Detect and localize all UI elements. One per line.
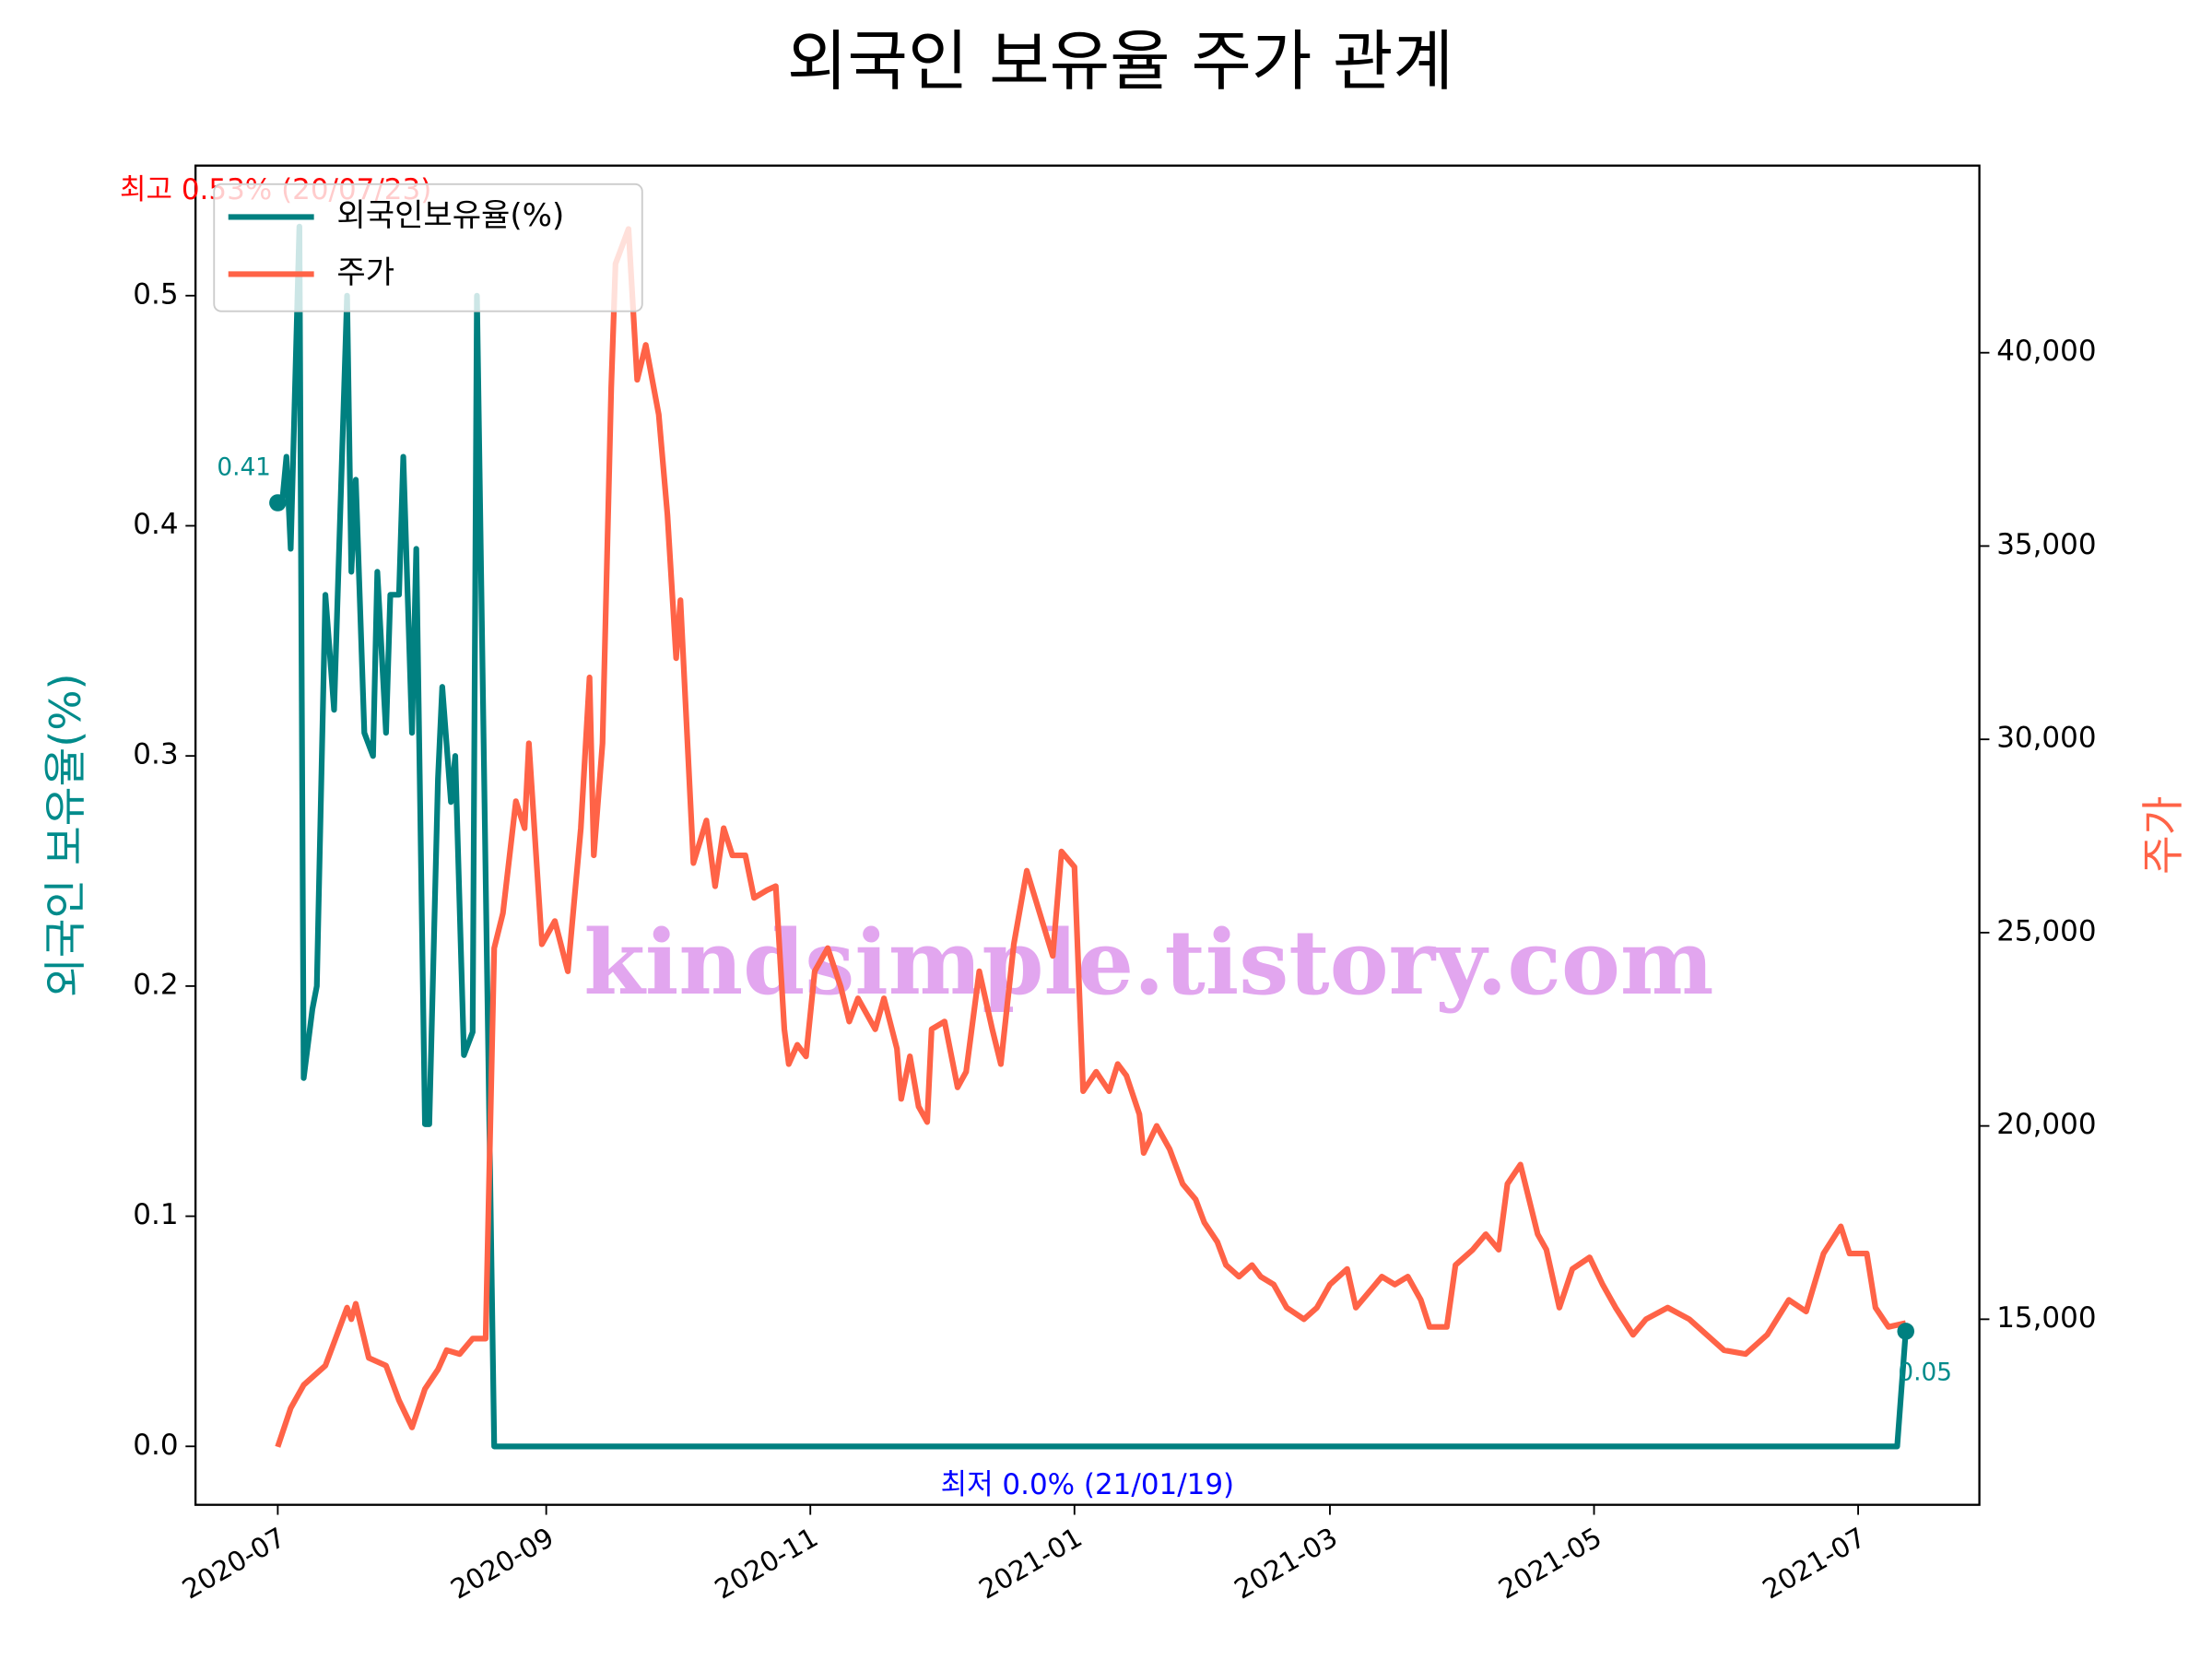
y2-tick-label: 15,000 [1996, 1301, 2096, 1335]
y2-tick-label: 25,000 [1996, 914, 2096, 947]
annotation: 0.05 [1898, 1359, 1952, 1387]
legend-label: 외국인보유율(%) [336, 197, 564, 234]
y-axis-label: 외국인 보유율(%) [41, 673, 90, 997]
y2-axis-label: 주가 [2138, 795, 2188, 875]
y2-tick-label: 20,000 [1996, 1108, 2096, 1141]
y-tick-label: 0.1 [133, 1198, 178, 1231]
y2-tick-label: 40,000 [1996, 335, 2096, 368]
plot-frame [194, 164, 1981, 1506]
series-line [277, 223, 1909, 1450]
y-tick-label: 0.2 [133, 968, 178, 1001]
annotation: 0.41 [217, 454, 271, 482]
y2-tick-label: 35,000 [1996, 528, 2096, 561]
legend-box [213, 182, 643, 312]
point-marker [1897, 1323, 1915, 1340]
y-tick-label: 0.5 [133, 277, 178, 311]
chart-title: 외국인 보유율 주가 관계 [787, 23, 1453, 100]
annotation: 최저 0.0% (21/01/19) [941, 1468, 1235, 1501]
watermark: kindsimple.tistory.com [583, 911, 1713, 1015]
y2-tick-label: 30,000 [1996, 722, 2096, 755]
legend-label: 주가 [336, 254, 394, 291]
series-line [275, 226, 1907, 1448]
y-tick-label: 0.3 [133, 738, 178, 771]
y-tick-label: 0.0 [133, 1429, 178, 1462]
point-marker [269, 494, 287, 512]
y-tick-label: 0.4 [133, 508, 178, 541]
